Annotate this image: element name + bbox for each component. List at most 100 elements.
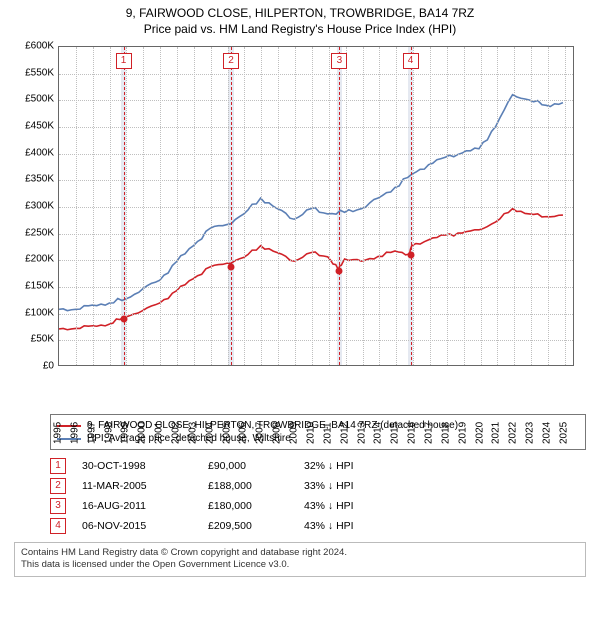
y-axis-label: £100K bbox=[10, 307, 54, 318]
event-date: 11-MAR-2005 bbox=[82, 480, 192, 492]
event-diff: 33% ↓ HPI bbox=[304, 480, 394, 492]
title-sub: Price paid vs. HM Land Registry's House … bbox=[10, 22, 590, 36]
x-axis-label: 1995 bbox=[53, 410, 64, 444]
gridline-h bbox=[59, 314, 573, 315]
y-axis-label: £200K bbox=[10, 254, 54, 265]
gridline-v bbox=[295, 47, 296, 365]
gridline-v bbox=[278, 47, 279, 365]
gridline-v bbox=[261, 47, 262, 365]
gridline-v bbox=[464, 47, 465, 365]
gridline-v bbox=[93, 47, 94, 365]
event-marker-box: 1 bbox=[116, 53, 132, 69]
gridline-v bbox=[346, 47, 347, 365]
x-axis-label: 2008 bbox=[272, 410, 283, 444]
x-axis-label: 2019 bbox=[457, 410, 468, 444]
x-axis-label: 1996 bbox=[69, 410, 80, 444]
gridline-v bbox=[497, 47, 498, 365]
y-axis-label: £550K bbox=[10, 67, 54, 78]
x-axis-label: 2006 bbox=[238, 410, 249, 444]
x-axis-label: 2010 bbox=[305, 410, 316, 444]
event-dot bbox=[228, 263, 235, 270]
y-axis-label: £0 bbox=[10, 361, 54, 372]
gridline-h bbox=[59, 180, 573, 181]
gridline-h bbox=[59, 287, 573, 288]
x-axis-label: 2020 bbox=[474, 410, 485, 444]
event-row: 1 30-OCT-1998 £90,000 32% ↓ HPI bbox=[50, 456, 586, 476]
x-axis-label: 2015 bbox=[390, 410, 401, 444]
y-axis-label: £400K bbox=[10, 147, 54, 158]
x-axis-label: 2009 bbox=[289, 410, 300, 444]
event-dot bbox=[407, 252, 414, 259]
x-axis-label: 2013 bbox=[356, 410, 367, 444]
event-dot bbox=[336, 268, 343, 275]
gridline-v bbox=[143, 47, 144, 365]
gridline-v bbox=[110, 47, 111, 365]
x-axis-label: 2002 bbox=[171, 410, 182, 444]
event-date: 30-OCT-1998 bbox=[82, 460, 192, 472]
title-main: 9, FAIRWOOD CLOSE, HILPERTON, TROWBRIDGE… bbox=[10, 6, 590, 20]
x-axis-label: 2004 bbox=[204, 410, 215, 444]
event-row: 211-MAR-2005£188,00033% ↓ HPI bbox=[50, 476, 586, 496]
event-line bbox=[339, 47, 340, 365]
event-marker-box: 4 bbox=[403, 53, 419, 69]
gridline-h bbox=[59, 207, 573, 208]
x-axis-label: 2011 bbox=[322, 410, 333, 444]
event-number: 4 bbox=[50, 518, 66, 534]
gridline-v bbox=[379, 47, 380, 365]
x-axis-label: 2018 bbox=[440, 410, 451, 444]
y-axis-label: £300K bbox=[10, 201, 54, 212]
x-axis-label: 2014 bbox=[373, 410, 384, 444]
event-row: 316-AUG-2011£180,00043% ↓ HPI bbox=[50, 496, 586, 516]
event-marker-box: 3 bbox=[331, 53, 347, 69]
y-axis-label: £500K bbox=[10, 94, 54, 105]
x-axis-label: 2023 bbox=[525, 410, 536, 444]
footer-line1: Contains HM Land Registry data © Crown c… bbox=[21, 547, 579, 559]
gridline-h bbox=[59, 260, 573, 261]
event-diff: 43% ↓ HPI bbox=[304, 500, 394, 512]
gridline-v bbox=[531, 47, 532, 365]
gridline-v bbox=[548, 47, 549, 365]
x-axis-label: 1998 bbox=[103, 410, 114, 444]
gridline-h bbox=[59, 340, 573, 341]
x-axis-label: 2000 bbox=[137, 410, 148, 444]
gridline-h bbox=[59, 74, 573, 75]
x-axis-label: 2016 bbox=[407, 410, 418, 444]
event-price: £90,000 bbox=[208, 460, 288, 472]
gridline-v bbox=[396, 47, 397, 365]
gridline-v bbox=[76, 47, 77, 365]
x-axis-label: 2007 bbox=[255, 410, 266, 444]
gridline-v bbox=[430, 47, 431, 365]
x-axis-label: 2017 bbox=[423, 410, 434, 444]
footer-line2: This data is licensed under the Open Gov… bbox=[21, 559, 579, 571]
plot-area: 1234 bbox=[58, 46, 574, 366]
gridline-v bbox=[160, 47, 161, 365]
x-axis-label: 2003 bbox=[187, 410, 198, 444]
event-price: £209,500 bbox=[208, 520, 288, 532]
gridline-v bbox=[228, 47, 229, 365]
x-axis-label: 1999 bbox=[120, 410, 131, 444]
titles: 9, FAIRWOOD CLOSE, HILPERTON, TROWBRIDGE… bbox=[0, 0, 600, 40]
x-axis-label: 2001 bbox=[154, 410, 165, 444]
gridline-v bbox=[363, 47, 364, 365]
event-date: 16-AUG-2011 bbox=[82, 500, 192, 512]
gridline-h bbox=[59, 127, 573, 128]
y-axis-label: £250K bbox=[10, 227, 54, 238]
events-table: 130-OCT-1998£90,00032% ↓ HPI211-MAR-2005… bbox=[50, 456, 586, 536]
gridline-v bbox=[413, 47, 414, 365]
event-price: £180,000 bbox=[208, 500, 288, 512]
y-axis-label: £600K bbox=[10, 41, 54, 52]
x-axis-label: 1997 bbox=[86, 410, 97, 444]
event-line bbox=[231, 47, 232, 365]
event-diff: 32% ↓ HPI bbox=[304, 460, 394, 472]
y-axis-label: £150K bbox=[10, 281, 54, 292]
gridline-v bbox=[194, 47, 195, 365]
event-diff: 43% ↓ HPI bbox=[304, 520, 394, 532]
x-axis-label: 2025 bbox=[558, 410, 569, 444]
gridline-h bbox=[59, 234, 573, 235]
footer: Contains HM Land Registry data © Crown c… bbox=[14, 542, 586, 577]
gridline-h bbox=[59, 154, 573, 155]
event-price: £188,000 bbox=[208, 480, 288, 492]
event-date: 06-NOV-2015 bbox=[82, 520, 192, 532]
event-number: 1 bbox=[50, 458, 66, 474]
event-row: 4 06-NOV-2015 £209,500 43% ↓ HPI bbox=[50, 516, 586, 536]
